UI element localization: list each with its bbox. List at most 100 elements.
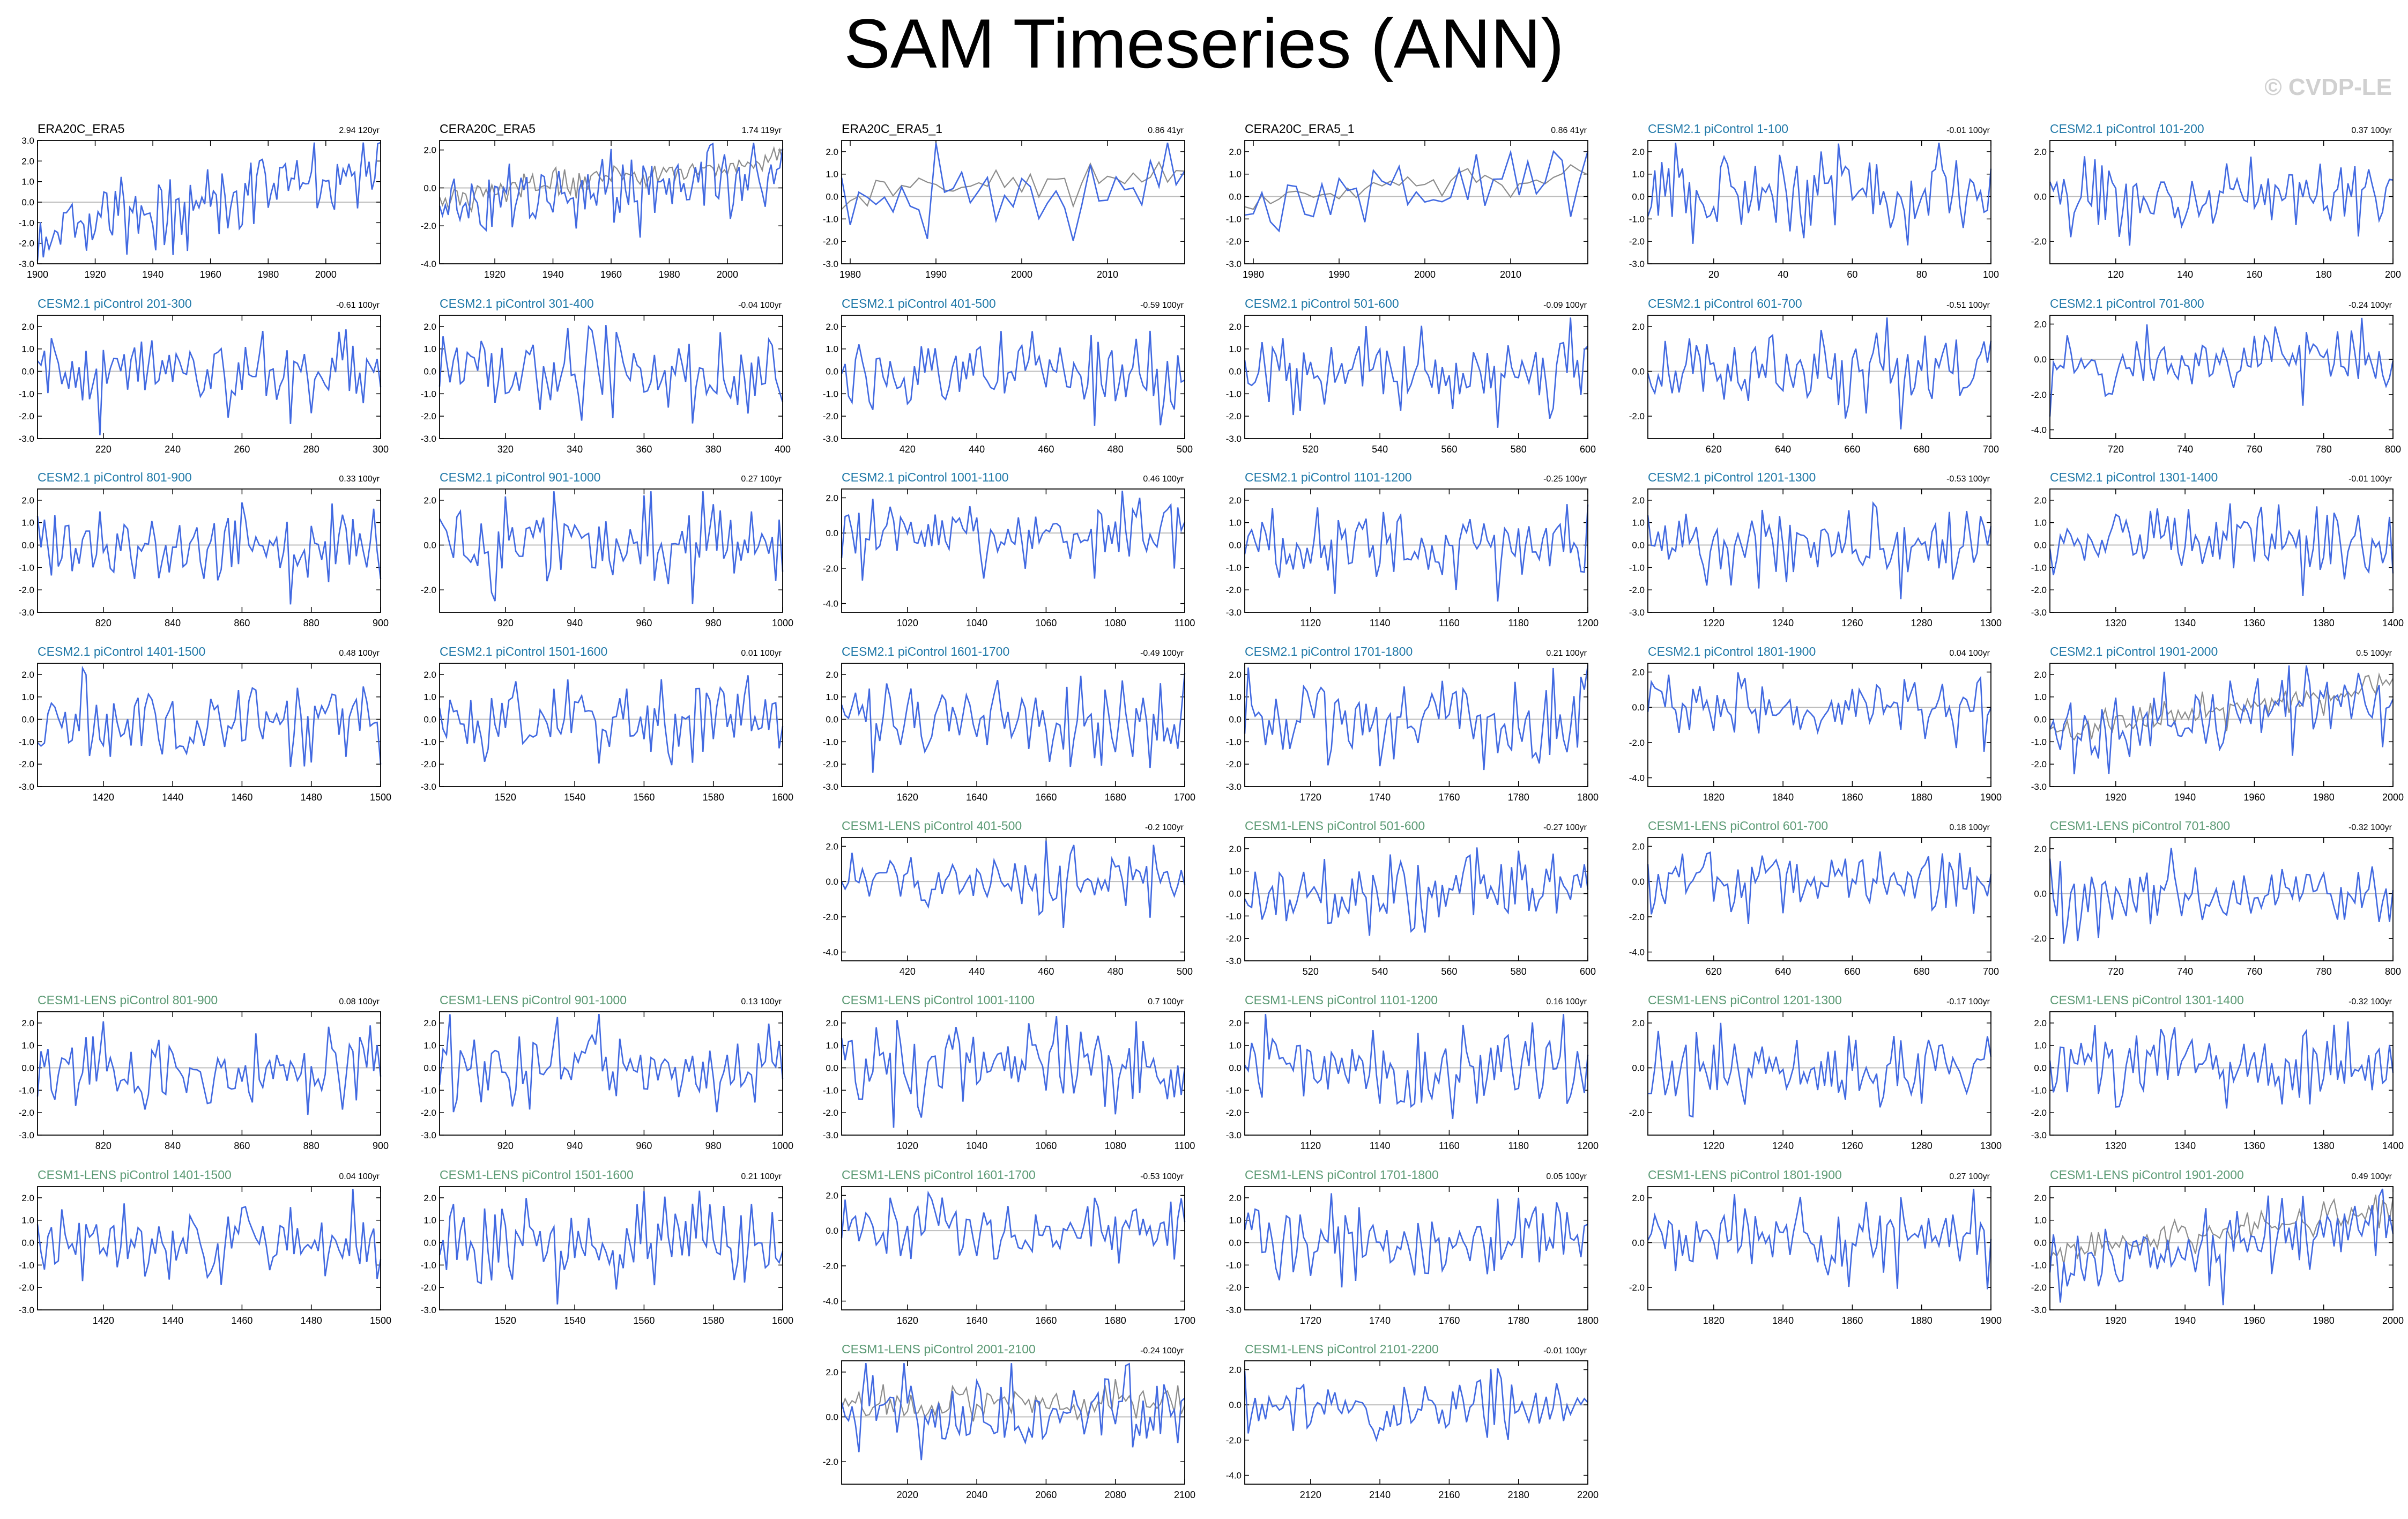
y-tick-label: -2.0	[823, 564, 838, 574]
y-tick-label: 0.0	[423, 1238, 436, 1248]
x-tick-label: 1420	[93, 792, 114, 803]
x-tick-label: 1960	[2243, 792, 2265, 803]
y-tick-label: -2.0	[823, 236, 838, 247]
x-tick-label: 240	[165, 444, 181, 455]
y-tick-label: -2.0	[1629, 912, 1645, 922]
x-tick-label: 1200	[1577, 618, 1599, 628]
x-tick-label: 140	[2177, 269, 2193, 280]
y-tick-label: -4.0	[421, 259, 436, 269]
panel-title: CESM1-LENS piControl 1201-1300	[1648, 993, 1842, 1007]
y-tick-label: 0.0	[826, 877, 838, 887]
x-tick-label: 1040	[966, 618, 987, 628]
x-tick-label: 1140	[1370, 1140, 1391, 1151]
x-tick-label: 1780	[1508, 1315, 1529, 1326]
y-tick-label: 0.0	[423, 367, 436, 377]
y-tick-label: 2.0	[21, 1018, 34, 1028]
x-tick-label: 1840	[1772, 792, 1794, 803]
x-tick-label: 600	[1580, 444, 1596, 455]
x-tick-label: 1960	[200, 269, 221, 280]
x-tick-label: 1500	[370, 1315, 391, 1326]
y-tick-label: 1.0	[21, 1216, 34, 1226]
y-tick-label: 1.0	[2034, 692, 2047, 702]
trend-label: 0.49 100yr	[2351, 1172, 2392, 1181]
panel: CESM2.1 piControl 1101-1200 -0.25 100yr 2.…	[1226, 470, 1599, 628]
panel-title: CESM1-LENS piControl 2001-2100	[842, 1342, 1036, 1356]
x-tick-label: 1820	[1703, 792, 1725, 803]
x-tick-label: 1520	[495, 1315, 516, 1326]
y-tick-label: 1.0	[21, 518, 34, 528]
x-tick-label: 220	[95, 444, 112, 455]
series-line	[36, 502, 382, 605]
series-line	[1647, 1189, 1992, 1290]
y-tick-label: -1.0	[1226, 562, 1242, 573]
y-tick-label: 0.0	[826, 715, 838, 725]
y-tick-label: -3.0	[421, 782, 436, 792]
y-tick-label: 0.0	[1632, 877, 1645, 887]
panel-title: CESM2.1 piControl 1101-1200	[1245, 470, 1412, 484]
x-tick-label: 540	[1372, 444, 1388, 455]
x-tick-label: 1360	[2243, 1140, 2265, 1151]
y-tick-label: -1.0	[1226, 1085, 1242, 1095]
x-tick-label: 1740	[1369, 1315, 1391, 1326]
y-tick-label: -3.0	[1226, 1130, 1242, 1140]
x-tick-label: 1440	[162, 792, 183, 803]
panel: CESM2.1 piControl 601-700 -0.51 100yr 2.0 0…	[1629, 297, 1999, 455]
y-tick-label: -3.0	[1226, 782, 1242, 792]
plot-frame	[1244, 488, 1588, 613]
x-tick-label: 2010	[1500, 269, 1521, 280]
panel-title: CERA20C_ERA5_1	[1245, 122, 1355, 136]
x-tick-label: 780	[2316, 966, 2332, 977]
x-tick-label: 2010	[1097, 269, 1118, 280]
y-tick-label: -2.0	[19, 239, 34, 249]
y-tick-label: -3.0	[19, 1305, 34, 1315]
series-line	[1647, 317, 1992, 429]
watermark: © CVDP-LE	[2264, 74, 2392, 100]
x-tick-label: 1600	[772, 1315, 793, 1326]
x-tick-label: 1820	[1703, 1315, 1725, 1326]
y-tick-label: 2.0	[826, 1018, 838, 1028]
trend-label: -0.27 100yr	[1543, 823, 1587, 832]
panel-title: ERA20C_ERA5	[38, 122, 124, 136]
y-tick-label: -3.0	[19, 434, 34, 444]
plot-frame	[1647, 837, 1991, 961]
trend-label: 0.04 100yr	[1949, 649, 1990, 658]
x-tick-label: 480	[1108, 966, 1124, 977]
panel: CESM2.1 piControl 1401-1500 0.48 100yr 2.0…	[19, 644, 391, 803]
trend-label: -0.09 100yr	[1543, 301, 1587, 310]
plot-frame	[37, 663, 381, 787]
y-tick-label: -3.0	[1226, 607, 1242, 618]
plot-frame	[1647, 488, 1991, 613]
panel: CERA20C_ERA5 1.74 119yr 2.0 0.0 -2.0 -4.0 1920…	[421, 122, 784, 280]
x-tick-label: 1560	[633, 792, 655, 803]
series-line	[1244, 847, 1589, 936]
trend-label: -0.24 100yr	[1140, 1346, 1184, 1355]
panel: CESM1-LENS piControl 501-600 -0.27 100yr 2…	[1226, 819, 1596, 977]
x-tick-label: 1420	[93, 1315, 114, 1326]
y-tick-label: 2.0	[423, 1018, 436, 1028]
y-tick-label: -3.0	[421, 1130, 436, 1140]
panel-title: CESM2.1 piControl 1301-1400	[2050, 470, 2218, 484]
y-tick-label: -4.0	[823, 947, 838, 958]
y-tick-label: 2.0	[423, 1193, 436, 1203]
x-tick-label: 960	[636, 618, 652, 628]
y-tick-label: -2.0	[19, 585, 34, 595]
panel: CESM1-LENS piControl 1101-1200 0.16 100yr…	[1226, 993, 1599, 1151]
series-line	[841, 672, 1186, 773]
x-tick-label: 1440	[162, 1315, 183, 1326]
y-tick-label: -4.0	[2031, 425, 2047, 435]
y-tick-label: -2.0	[1226, 236, 1242, 247]
y-tick-label: -4.0	[1226, 1471, 1242, 1481]
y-tick-label: 0.0	[1632, 702, 1645, 713]
y-tick-label: 0.0	[1632, 1238, 1645, 1248]
y-tick-label: -1.0	[19, 562, 34, 573]
x-tick-label: 2000	[717, 269, 738, 280]
x-tick-label: 420	[900, 966, 916, 977]
y-tick-label: -1.0	[1226, 737, 1242, 747]
x-tick-label: 740	[2177, 444, 2193, 455]
x-tick-label: 1540	[564, 1315, 585, 1326]
panel: CESM1-LENS piControl 1901-2000 0.49 100yr…	[2031, 1168, 2404, 1326]
x-tick-label: 1840	[1772, 1315, 1794, 1326]
y-tick-label: -1.0	[19, 737, 34, 747]
y-tick-label: 0.0	[1632, 367, 1645, 377]
y-tick-label: 2.0	[826, 841, 838, 851]
